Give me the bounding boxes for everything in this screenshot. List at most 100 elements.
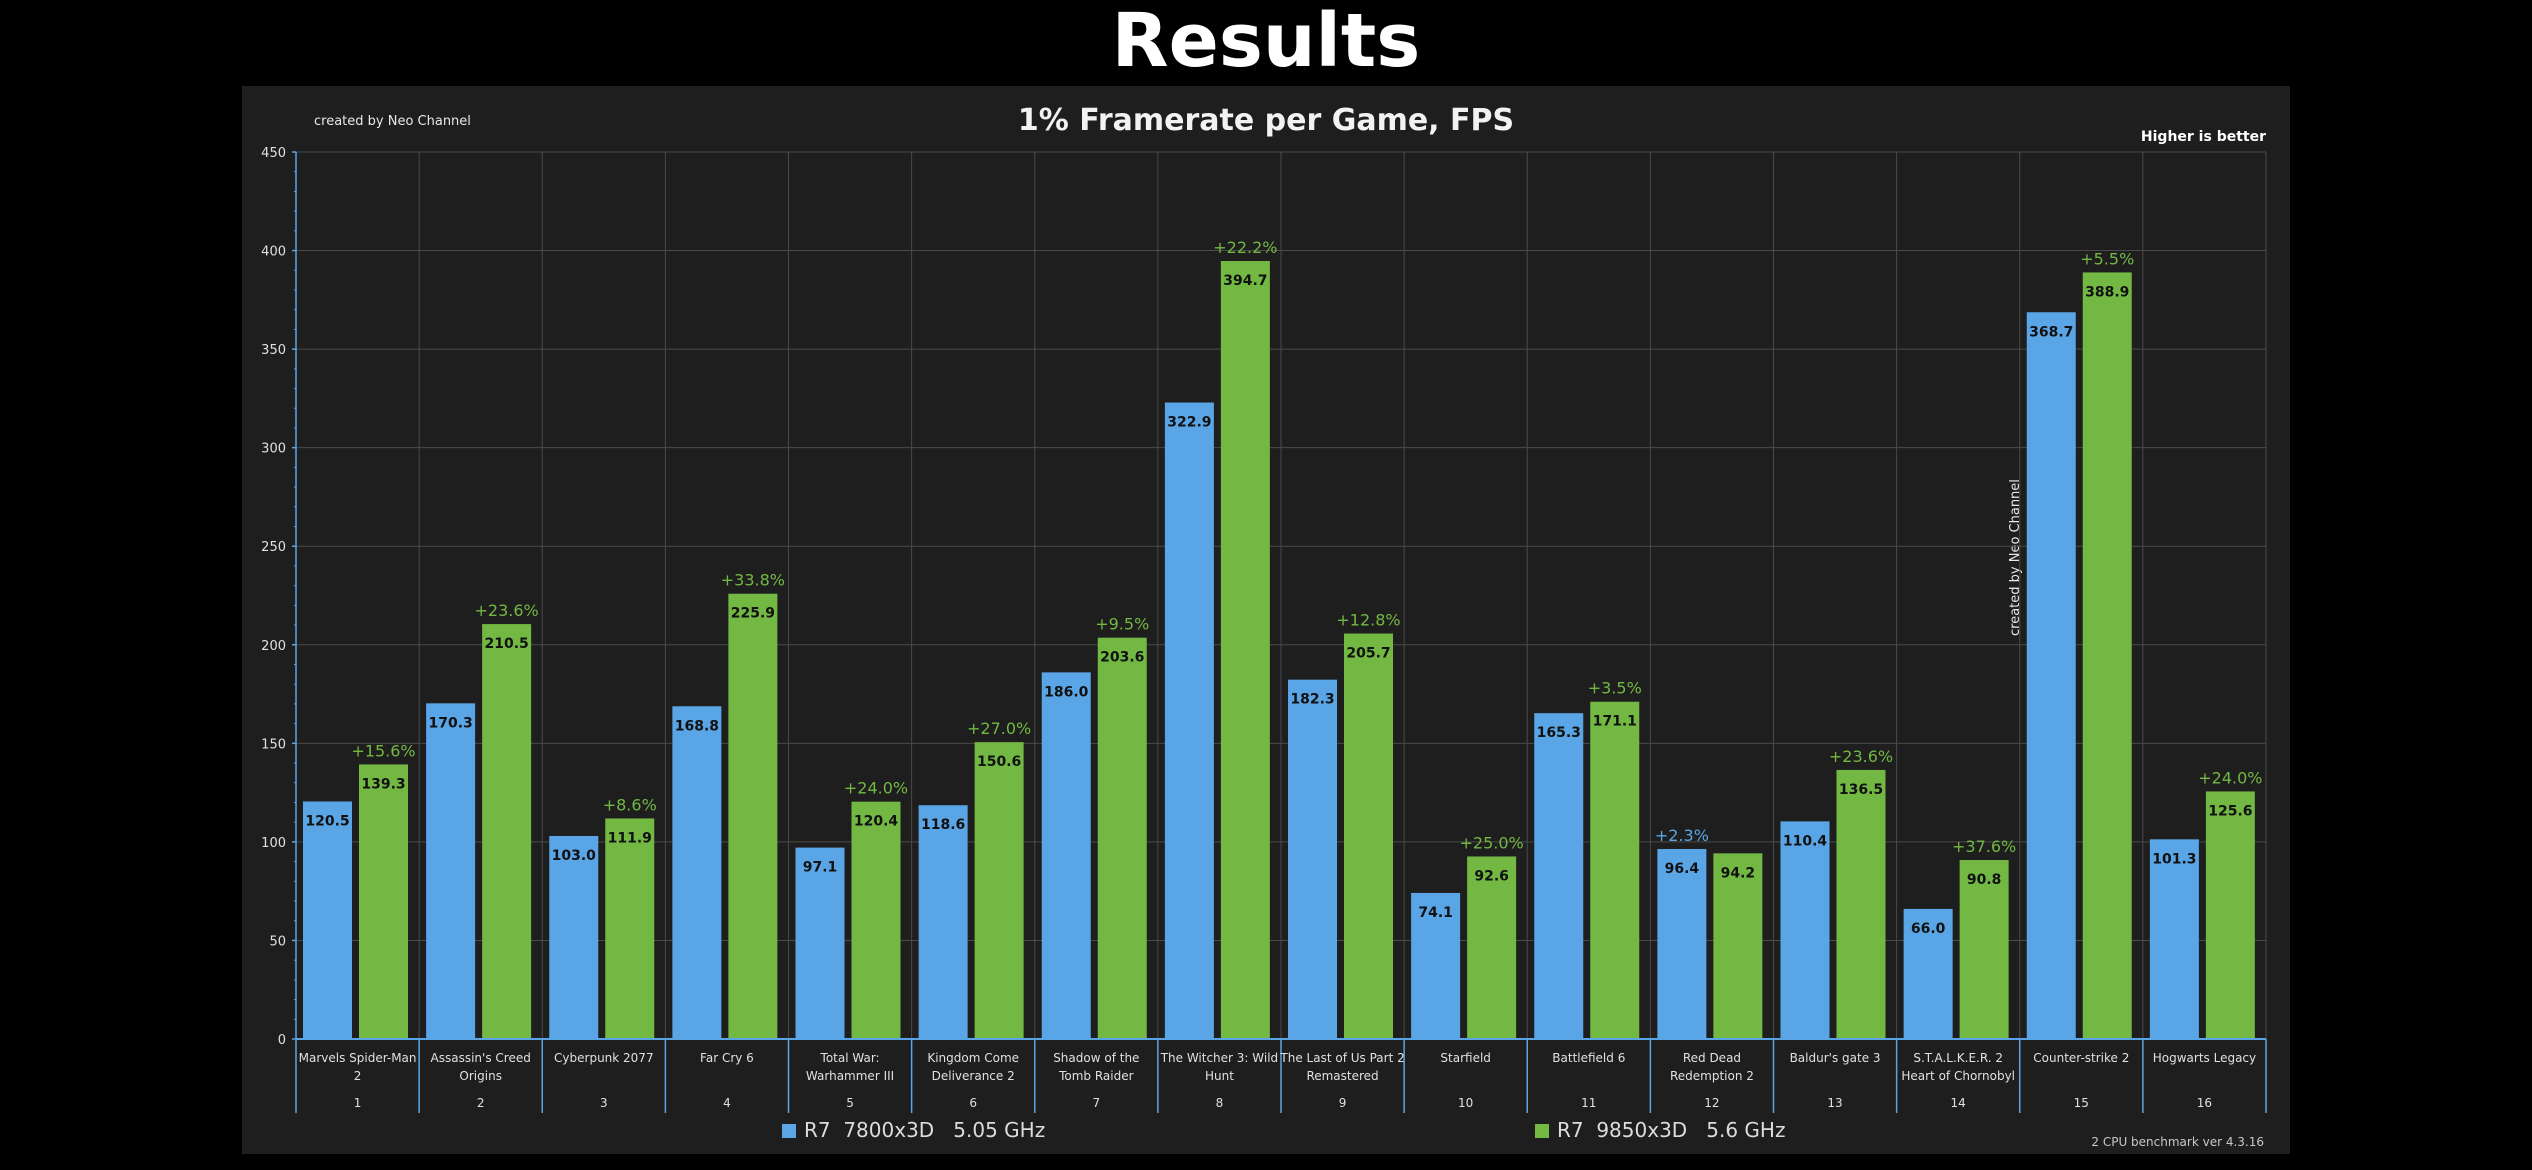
bar-value-label: 205.7 [1346, 646, 1390, 662]
bar-r7-7800x3d [795, 847, 845, 1039]
bar-r7-9850x3d [1590, 701, 1640, 1039]
chart-footer: 2 CPU benchmark ver 4.3.16 [2091, 1135, 2264, 1149]
bar-value-label: 186.0 [1044, 684, 1089, 700]
bar-r7-7800x3d [1903, 908, 1953, 1039]
bar-r7-9850x3d [1836, 769, 1886, 1039]
x-category-index: 10 [1458, 1096, 1473, 1110]
x-category-index: 8 [1216, 1096, 1224, 1110]
bar-value-label: 96.4 [1665, 861, 1700, 877]
x-category-label: Kingdom Come [927, 1051, 1019, 1065]
bar-r7-9850x3d [728, 593, 778, 1039]
bar-value-label: 210.5 [484, 636, 528, 652]
grid-layer [295, 151, 2267, 1040]
delta-percent-label: +12.8% [1336, 611, 1400, 630]
x-category-index: 13 [1827, 1096, 1842, 1110]
bar-r7-9850x3d [482, 624, 532, 1039]
chart-title: 1% Framerate per Game, FPS [1018, 103, 1514, 138]
x-category-label: Deliverance 2 [932, 1069, 1015, 1083]
bar-value-label: 322.9 [1167, 415, 1211, 431]
bar-value-label: 111.9 [608, 830, 652, 846]
page-title: Results [1111, 0, 1421, 84]
x-category-index: 2 [477, 1096, 485, 1110]
x-category-label: Total War: [820, 1051, 880, 1065]
x-category-label: The Witcher 3: Wild [1160, 1051, 1279, 1065]
bar-value-label: 388.9 [2085, 284, 2129, 300]
y-tick-label: 300 [261, 442, 286, 457]
bar-r7-7800x3d [1288, 679, 1337, 1039]
x-category-index: 4 [723, 1096, 731, 1110]
bar-value-label: 394.7 [1223, 273, 1267, 289]
bar-value-label: 368.7 [2029, 324, 2073, 340]
delta-percent-label: +24.0% [2198, 768, 2262, 787]
bar-r7-7800x3d [426, 703, 476, 1039]
bar-value-label: 203.6 [1100, 650, 1144, 666]
bar-r7-7800x3d [1041, 672, 1091, 1039]
x-category-label: The Last of Us Part 2 [1279, 1051, 1404, 1065]
bar-value-label: 92.6 [1474, 868, 1509, 884]
delta-percent-label: +22.2% [1213, 238, 1277, 257]
delta-percent-label: +25.0% [1460, 833, 1524, 852]
bar-r7-9850x3d [605, 818, 655, 1039]
bar-r7-7800x3d [303, 801, 352, 1039]
delta-percent-label: +5.5% [2080, 249, 2134, 268]
y-tick-label: 100 [261, 836, 286, 851]
x-category-label: S.T.A.L.K.E.R. 2 [1913, 1051, 2003, 1065]
x-category-label: Starfield [1440, 1051, 1491, 1065]
y-tick-label: 150 [261, 737, 286, 752]
bar-value-label: 118.6 [921, 817, 965, 833]
x-category-label: 2 [354, 1069, 362, 1083]
y-tick-label: 450 [261, 146, 286, 161]
chart-panel: created by Neo Channel 1% Framerate per … [242, 86, 2290, 1154]
x-category-label: Cyberpunk 2077 [554, 1051, 654, 1065]
delta-percent-label: +24.0% [844, 779, 908, 798]
bars-layer: 120.5 139.3 +15.6% 170.3 210.5 +23.6% 103.0 111… [303, 238, 2262, 1040]
bar-value-label: 101.3 [2152, 851, 2196, 867]
x-category-index: 9 [1339, 1096, 1347, 1110]
bar-r7-9850x3d [974, 742, 1024, 1039]
bar-value-label: 110.4 [1783, 833, 1828, 849]
x-category-label: Counter-strike 2 [2033, 1051, 2129, 1065]
bar-value-label: 139.3 [361, 776, 405, 792]
delta-percent-label: +8.6% [603, 795, 657, 814]
bar-value-label: 165.3 [1537, 725, 1581, 741]
chart-credit-vertical: created by Neo Channel [2008, 479, 2023, 636]
bar-r7-7800x3d [1657, 848, 1707, 1039]
chart-credit: created by Neo Channel [314, 114, 471, 129]
legend-label: R7 7800x3D 5.05 GHz [804, 1118, 1045, 1142]
y-tick-label: 400 [261, 245, 286, 260]
bar-value-label: 168.8 [675, 718, 719, 734]
delta-percent-label: +27.0% [967, 719, 1031, 738]
bar-value-label: 97.1 [803, 860, 838, 876]
y-tick-label: 250 [261, 540, 286, 555]
bar-r7-9850x3d [851, 801, 901, 1039]
x-category-index: 15 [2074, 1096, 2089, 1110]
delta-percent-label: +15.6% [351, 741, 415, 760]
x-category-index: 1 [354, 1096, 362, 1110]
bar-r7-7800x3d [549, 835, 599, 1039]
bar-r7-9850x3d [1713, 853, 1763, 1039]
bar-r7-9850x3d [2205, 791, 2255, 1039]
delta-percent-label: +9.5% [1095, 615, 1149, 634]
bar-value-label: 150.6 [977, 754, 1021, 770]
bar-r7-7800x3d [672, 706, 722, 1039]
x-category-index: 3 [600, 1096, 608, 1110]
bar-r7-9850x3d [359, 764, 408, 1039]
delta-percent-label: +37.6% [1952, 837, 2016, 856]
x-category-index: 5 [846, 1096, 854, 1110]
bar-r7-7800x3d [2149, 839, 2199, 1039]
x-category-index: 6 [969, 1096, 977, 1110]
bar-value-label: 94.2 [1721, 865, 1756, 881]
bar-r7-9850x3d [2082, 272, 2132, 1039]
x-category-label: Warhammer III [806, 1069, 894, 1083]
bar-r7-7800x3d [1534, 713, 1584, 1039]
bar-r7-7800x3d [1411, 892, 1461, 1039]
y-tick-label: 200 [261, 639, 286, 654]
bar-value-label: 90.8 [1967, 872, 2002, 888]
bar-r7-9850x3d [1959, 860, 2009, 1039]
x-category-label: Redemption 2 [1670, 1069, 1754, 1083]
y-tick-label: 50 [269, 934, 286, 949]
x-category-label: Heart of Chornobyl [1901, 1069, 2015, 1083]
delta-percent-label: +23.6% [1829, 747, 1893, 766]
x-category-label: Battlefield 6 [1552, 1051, 1625, 1065]
legend: R7 7800x3D 5.05 GHz R7 9850x3D 5.6 GHz [782, 1118, 1785, 1142]
